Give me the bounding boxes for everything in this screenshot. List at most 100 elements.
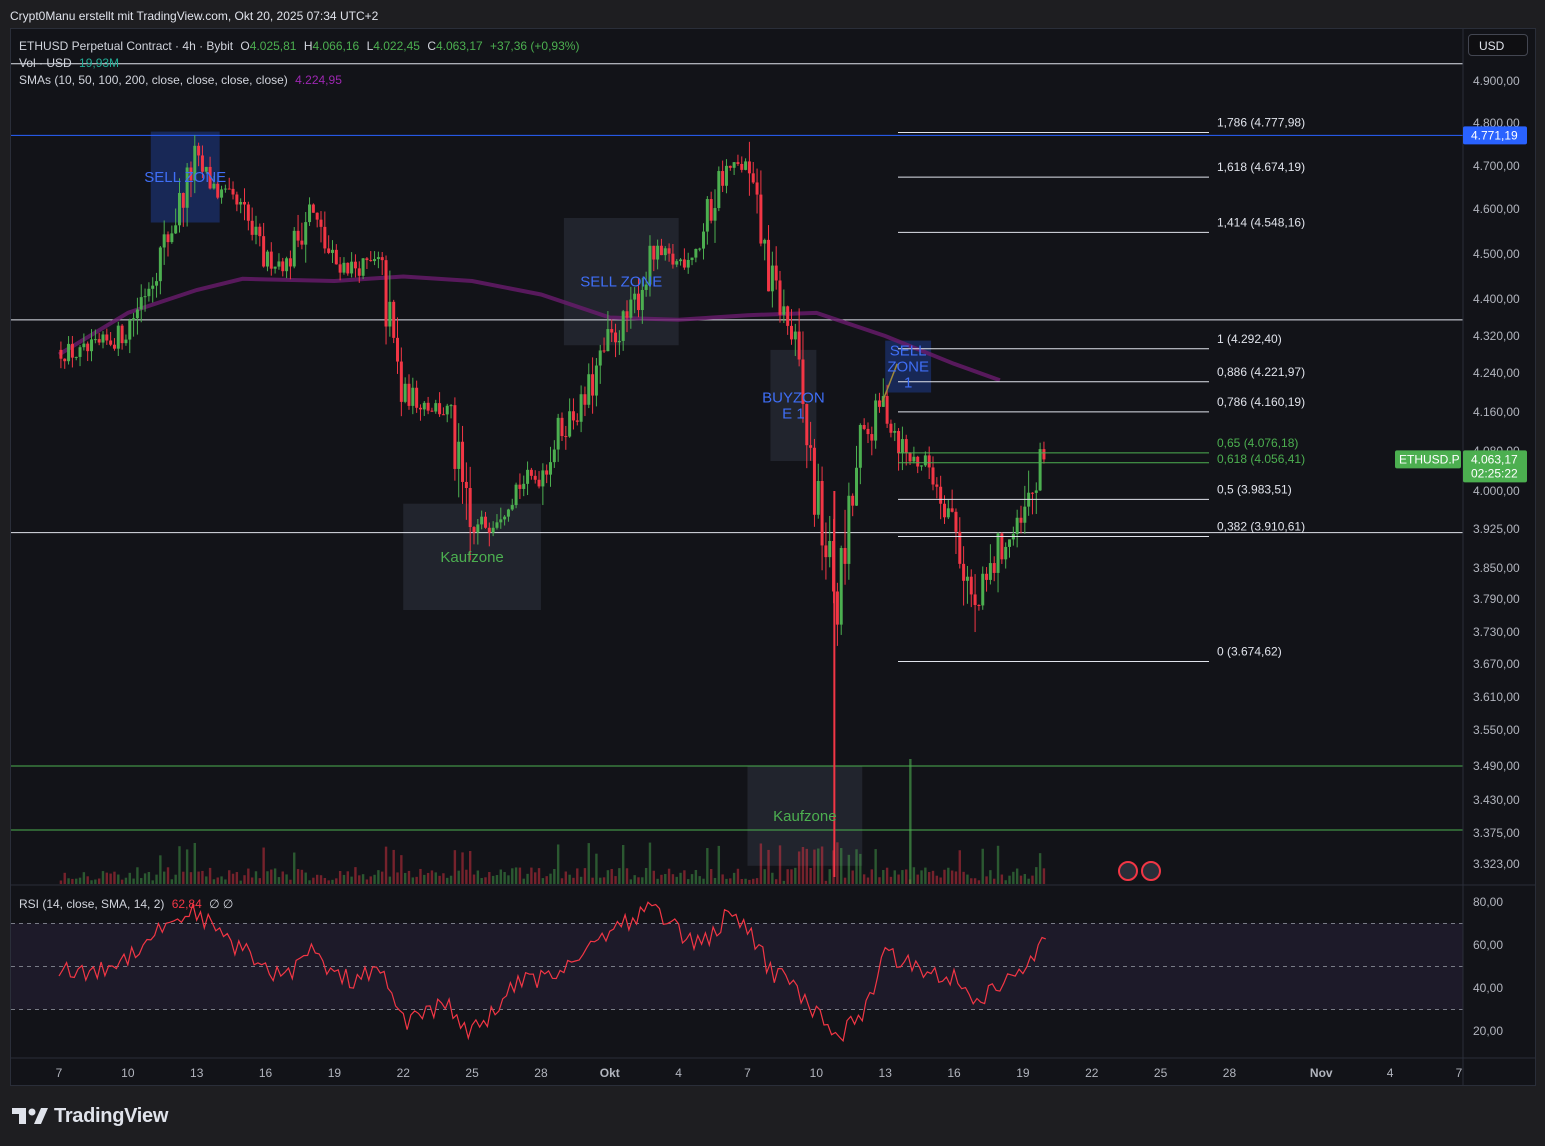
volume-bar <box>671 874 675 884</box>
candle-body <box>243 201 247 205</box>
volume-bar <box>958 850 961 884</box>
candle-body <box>744 161 748 170</box>
candle-body <box>357 268 361 276</box>
candle-body <box>434 403 438 412</box>
candle-body <box>411 387 415 406</box>
volume-bar <box>836 842 839 884</box>
volume-bar <box>740 878 743 884</box>
volume-bar <box>430 870 434 884</box>
volume-bar <box>212 879 216 884</box>
candle-body <box>820 480 824 546</box>
candle-body <box>587 374 591 405</box>
candle-body <box>545 470 549 475</box>
volume-bar <box>916 874 919 884</box>
candle-body <box>1015 517 1019 535</box>
price-tick-label: 3.610,00 <box>1473 690 1520 704</box>
volume-bar <box>373 874 376 884</box>
price-chart[interactable]: 1,786 (4.777,98) 1,618 (4.674,19) 1,414 (4… <box>11 29 1535 1085</box>
zone-label: Kaufzone <box>440 549 503 566</box>
volume-bar <box>679 872 682 884</box>
candle-body <box>472 527 476 533</box>
flag-us-icon[interactable] <box>1141 861 1161 881</box>
chart-frame[interactable]: 1,786 (4.777,98) 1,618 (4.674,19) 1,414 (4… <box>10 28 1536 1086</box>
volume-bar <box>205 876 208 884</box>
volume-bar <box>136 867 139 884</box>
flag-us-icon[interactable] <box>1118 861 1138 881</box>
volume-bar <box>947 867 950 884</box>
volume-bar <box>457 870 460 884</box>
candle-body <box>373 259 377 262</box>
volume-bar <box>1023 874 1027 884</box>
candle-body <box>843 548 847 564</box>
candle-body <box>533 475 537 480</box>
volume-bar <box>346 871 349 884</box>
candle-body <box>212 183 216 189</box>
horizontal-lines-layer <box>11 63 1463 831</box>
time-tick-label: 16 <box>259 1066 273 1080</box>
volume-bar <box>285 874 288 884</box>
sma-value: 4.224,95 <box>295 73 342 87</box>
volume-bar <box>369 876 372 884</box>
volume-bar <box>358 875 361 884</box>
volume-bar <box>809 868 812 884</box>
volume-bar <box>755 878 759 884</box>
candle-body <box>514 484 518 506</box>
candle-body <box>292 230 296 267</box>
candle-body <box>277 261 281 267</box>
time-tick-label: 19 <box>1016 1066 1030 1080</box>
volume-bar <box>840 848 843 884</box>
currency-button[interactable]: USD <box>1468 34 1528 56</box>
candle-body <box>116 325 120 349</box>
candle-body <box>380 257 384 261</box>
volume-bar <box>568 874 571 884</box>
tradingview-logo[interactable]: TradingView <box>12 1104 168 1128</box>
candle-body <box>369 260 373 262</box>
volume-bar <box>117 874 120 884</box>
volume-bar <box>1015 868 1019 884</box>
rsi-tick-label: 20,00 <box>1473 1024 1503 1038</box>
rsi-tick-label: 40,00 <box>1473 981 1503 995</box>
candle-body <box>801 359 805 405</box>
candle-body <box>208 166 212 189</box>
volume-bar <box>931 870 935 884</box>
fib-level-label: 0,65 (4.076,18) <box>1217 436 1298 450</box>
candle-body <box>457 441 461 469</box>
high-value: 4.066,16 <box>312 39 360 53</box>
candle-body <box>231 188 235 195</box>
volume-bar <box>1012 871 1015 884</box>
price-tag-countdown: 02:25:22 <box>1471 466 1518 480</box>
price-tick-label: 3.550,00 <box>1473 723 1520 737</box>
volume-bar <box>885 867 889 884</box>
volume-bar <box>614 876 617 884</box>
time-tick-label: 7 <box>1456 1066 1463 1080</box>
volume-bar <box>235 872 239 884</box>
close-label: C <box>427 39 436 53</box>
volume-bar <box>629 879 633 884</box>
candle-body <box>74 356 78 358</box>
candle-body <box>476 524 480 533</box>
volume-bar <box>633 875 636 884</box>
fib-level-label: 0,382 (3.910,61) <box>1217 519 1305 533</box>
time-tick-label: 4 <box>1387 1066 1394 1080</box>
volume-bar <box>805 848 808 884</box>
volume-bar <box>537 868 541 884</box>
candle-body <box>1000 533 1004 560</box>
candle-body <box>858 425 862 468</box>
volume-bar <box>828 869 831 884</box>
fib-level-label: 0,786 (4.160,19) <box>1217 395 1305 409</box>
candle-body <box>399 361 403 402</box>
candle-body <box>1030 492 1034 494</box>
candle-body <box>418 407 422 410</box>
candle-body <box>851 495 855 506</box>
candle-body <box>526 469 530 484</box>
candle-body <box>977 605 981 607</box>
close-value: 4.063,17 <box>435 39 483 53</box>
volume-bar <box>694 869 698 884</box>
volume-bar <box>794 867 797 884</box>
candle-body <box>361 258 365 276</box>
volume-bar <box>281 871 284 884</box>
volume-bar <box>859 853 862 884</box>
volume-bar <box>1027 878 1030 884</box>
candle-body <box>724 165 728 186</box>
volume-bar <box>151 880 154 884</box>
